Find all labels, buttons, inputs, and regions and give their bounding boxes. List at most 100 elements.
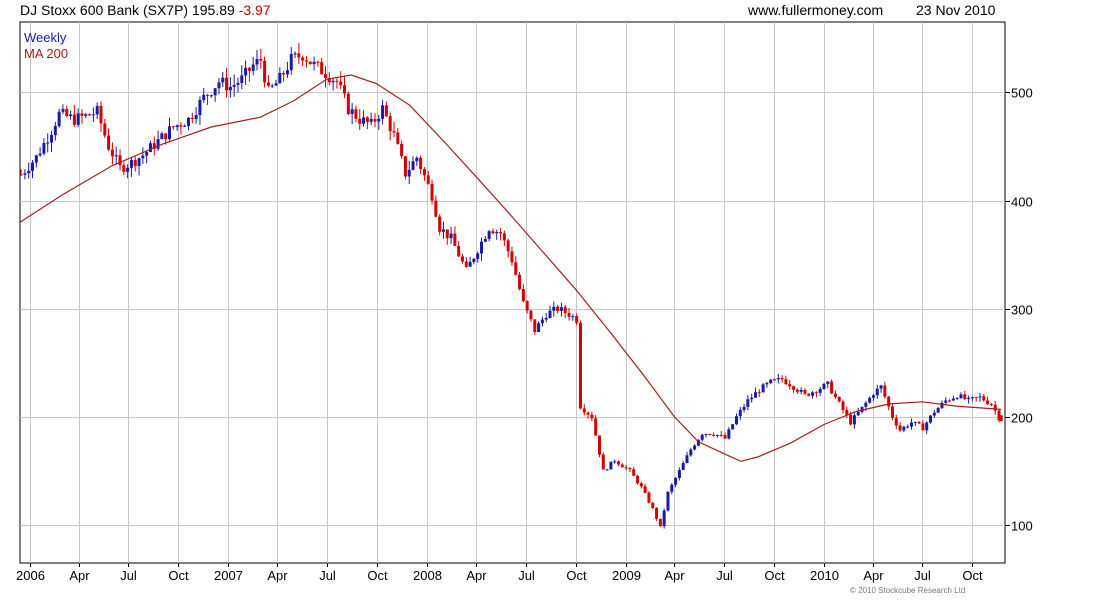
source-url: www.fullermoney.com: [748, 2, 884, 18]
candle-body: [773, 379, 777, 381]
candle-body: [910, 422, 914, 427]
candle-body: [72, 114, 76, 125]
candle-body: [240, 75, 244, 84]
candle-body: [133, 159, 137, 166]
candle-body: [110, 149, 114, 157]
candle-body: [818, 388, 822, 393]
x-tick-label: Jul: [518, 568, 535, 583]
candle-body: [103, 123, 107, 136]
candle-body: [548, 310, 552, 318]
candle-body: [179, 125, 183, 127]
candle-body: [970, 397, 974, 399]
candle-body: [742, 406, 746, 410]
candle-body: [776, 377, 780, 380]
candle-body: [38, 153, 42, 156]
candle-body: [293, 53, 297, 55]
candle-body: [814, 392, 818, 394]
candle-body: [738, 409, 742, 417]
candle-body: [544, 317, 548, 320]
price-change: -3.97: [238, 2, 271, 18]
candle-body: [27, 170, 31, 174]
candle-body: [521, 288, 525, 302]
x-tick-label: Apr: [267, 568, 288, 583]
candle-body: [700, 434, 704, 440]
candle-body: [925, 422, 929, 431]
candle-body: [426, 175, 430, 184]
candle-body: [232, 84, 236, 87]
candle-body: [921, 423, 925, 431]
candle-body: [34, 155, 38, 163]
x-tick-label: Oct: [962, 568, 983, 583]
candle-body: [445, 229, 449, 239]
candle-body: [727, 429, 731, 439]
candle-body: [369, 118, 373, 122]
candle-body: [982, 396, 986, 401]
candle-body: [582, 408, 586, 413]
candle-body: [978, 396, 982, 398]
candle-body: [156, 139, 160, 149]
candle-body: [883, 385, 887, 397]
candle-body: [590, 414, 594, 419]
candle-body: [734, 416, 738, 425]
candle-body: [875, 388, 879, 396]
chart-date: 23 Nov 2010: [916, 2, 996, 18]
candle-body: [830, 381, 834, 394]
candle-body: [811, 392, 815, 396]
candle-body: [609, 461, 613, 470]
candle-body: [632, 469, 636, 476]
candle-body: [381, 105, 385, 119]
x-tick-label: 2009: [612, 568, 641, 583]
y-tick-label: 200: [1011, 411, 1033, 426]
candle-body: [841, 401, 845, 411]
candle-body: [80, 113, 84, 116]
candle-body: [769, 379, 773, 384]
candle-body: [148, 143, 152, 152]
copyright-text: © 2010 Stockcube Research Ltd: [850, 586, 966, 595]
x-tick-label: 2010: [810, 568, 839, 583]
candle-body: [704, 433, 708, 435]
candle-body: [822, 383, 826, 389]
candle-body: [411, 161, 415, 170]
x-tick-label: Apr: [863, 568, 884, 583]
candle-body: [453, 233, 457, 246]
candle-body: [849, 414, 853, 425]
candle-body: [594, 418, 598, 436]
candle-body: [837, 396, 841, 402]
candle-body: [651, 502, 655, 508]
candle-body: [400, 143, 404, 157]
candle-body: [23, 173, 27, 175]
candle-body: [255, 58, 259, 65]
candle-body: [571, 316, 575, 318]
candle-body: [183, 125, 187, 127]
x-tick-label: Apr: [664, 568, 685, 583]
candle-body: [807, 393, 811, 396]
candle-body: [91, 114, 95, 116]
candle-body: [559, 307, 563, 311]
candle-body: [122, 165, 126, 172]
candle-body: [963, 394, 967, 400]
candle-body: [53, 126, 57, 135]
ma-200-line: [19, 74, 1002, 462]
candle-body: [263, 60, 267, 83]
candle-body: [285, 70, 289, 75]
candle-body: [518, 274, 522, 289]
candle-body: [940, 402, 944, 408]
candle-body: [126, 167, 130, 172]
candle-body: [696, 439, 700, 446]
candle-body: [312, 61, 316, 65]
x-tick-label: Jul: [716, 568, 733, 583]
candle-body: [955, 398, 959, 400]
candle-body: [951, 398, 955, 401]
candle-body: [282, 72, 286, 75]
x-tick-label: Jul: [319, 568, 336, 583]
candle-body: [655, 507, 659, 519]
candle-body: [373, 118, 377, 122]
candle-body: [350, 109, 354, 114]
candle-body: [894, 418, 898, 426]
x-tick-label: Oct: [367, 568, 388, 583]
candle-body: [259, 58, 263, 61]
candle-body: [480, 241, 484, 254]
x-tick-label: Apr: [466, 568, 487, 583]
candle-body: [118, 155, 122, 166]
instrument-name: DJ Stoxx 600 Bank (SX7P): [20, 2, 189, 18]
